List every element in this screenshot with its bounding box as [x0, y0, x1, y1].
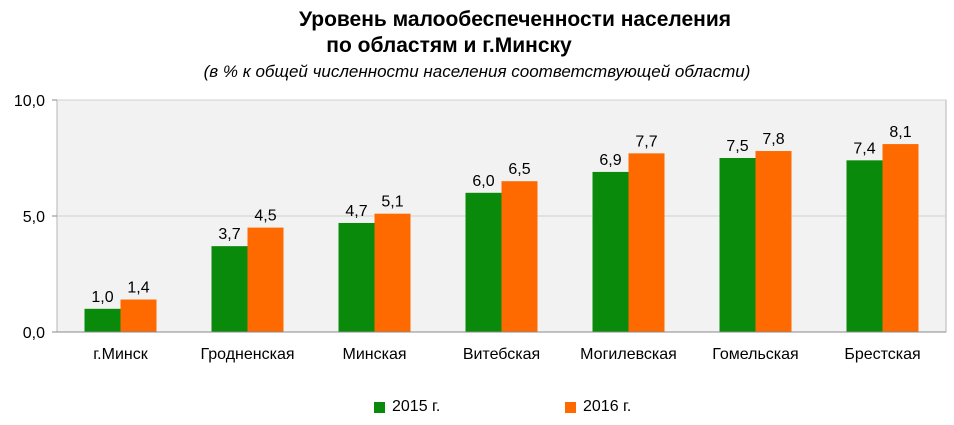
chart-title-line1: Уровень малообеспеченности населения — [298, 8, 732, 31]
data-label: 6,9 — [599, 152, 621, 169]
data-label: 7,5 — [726, 138, 748, 155]
legend-swatch-2016 — [565, 401, 576, 413]
bar-2016 — [374, 213, 411, 332]
x-tick-label: Брестская — [844, 346, 920, 363]
bar-2016 — [755, 151, 792, 332]
data-label: 6,5 — [508, 161, 530, 178]
x-tick-label: г.Минск — [93, 346, 148, 363]
data-label: 4,5 — [254, 208, 276, 225]
data-label: 4,7 — [345, 203, 367, 220]
chart-subtitle: (в % к общей численности населения соотв… — [203, 62, 751, 81]
legend-item-2015: 2015 г. — [374, 398, 440, 416]
chart-title-line2: по областям и г.Минску — [326, 34, 572, 57]
data-label: 3,7 — [218, 226, 240, 243]
data-label: 8,1 — [889, 124, 911, 141]
x-tick-label: Витебская — [463, 346, 540, 363]
bar-2016 — [247, 227, 284, 332]
data-label: 7,7 — [635, 133, 657, 150]
x-tick-label: Минская — [342, 346, 406, 363]
x-tick-label: Гомельская — [712, 346, 798, 363]
bar-2015 — [592, 171, 629, 332]
legend-label-2016: 2016 г. — [583, 398, 632, 415]
y-tick-label: 0,0 — [23, 325, 45, 342]
bar-2015 — [465, 192, 502, 332]
y-tick-label: 5,0 — [23, 209, 45, 226]
bar-2015 — [84, 308, 121, 332]
bar-2015 — [719, 158, 756, 332]
x-tick-label: Могилевская — [580, 346, 677, 363]
x-tick-label: Гродненская — [200, 346, 294, 363]
bar-2015 — [846, 160, 883, 332]
data-label: 1,4 — [127, 280, 149, 297]
bar-2016 — [628, 153, 665, 332]
bar-2016 — [882, 144, 919, 332]
legend-item-2016: 2016 г. — [565, 398, 631, 416]
bar-2015 — [211, 246, 248, 332]
y-tick-label: 10,0 — [14, 93, 45, 110]
legend-swatch-2015 — [374, 401, 385, 413]
data-label: 7,4 — [853, 140, 875, 157]
data-label: 6,0 — [472, 173, 494, 190]
data-label: 7,8 — [762, 131, 784, 148]
bar-2015 — [338, 222, 375, 332]
bar-2016 — [120, 299, 157, 332]
legend-label-2015: 2015 г. — [392, 398, 441, 415]
data-label: 1,0 — [91, 289, 113, 306]
bar-2016 — [501, 181, 538, 332]
data-label: 5,1 — [381, 194, 403, 211]
